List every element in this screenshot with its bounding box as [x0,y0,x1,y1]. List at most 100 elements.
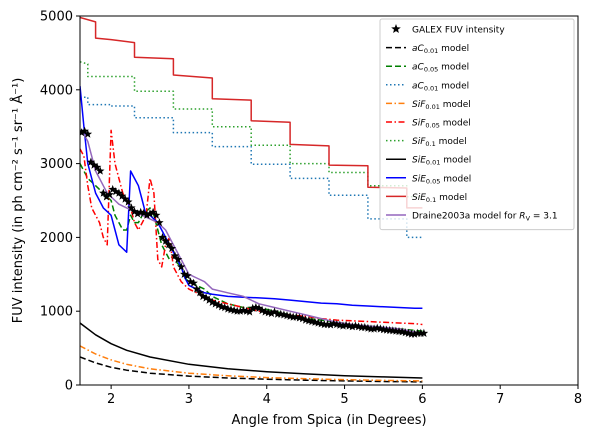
galex-point-90 [357,322,366,332]
x-tick-label: 6 [418,392,426,407]
axis-ticks: 2 3 4 5 6 7 8 0 1000 2000 3000 4000 5000 [40,10,582,408]
plot-content [80,16,429,383]
galex-point-55 [248,303,257,312]
y-tick-label: 2000 [40,231,73,246]
galex-point-108 [413,328,422,337]
series-4-line [80,345,423,382]
y-tick-label: 5000 [40,10,73,25]
galex-point-46 [220,303,229,312]
series-1-line [80,356,423,383]
legend-entry-5: SiF0.05 model [412,119,471,130]
galex-point-34 [183,271,192,280]
galex-point-107 [410,329,419,338]
galex-point-9 [105,190,114,199]
galex-point-30 [170,251,180,260]
galex-point-28 [164,240,173,249]
galex-point-84 [338,321,348,330]
galex-point-13 [117,191,127,200]
galex-point-35 [186,277,195,286]
series-6-line [80,61,423,198]
series-7-line [80,322,423,379]
galex-point-93 [366,324,376,333]
x-tick-label: 2 [107,392,115,407]
galex-point-31 [173,255,183,264]
galex-point-36 [189,278,198,287]
galex-point-57 [254,303,264,312]
legend-entry-1: aC0.01 model [412,44,469,55]
legend-entry-0: GALEX FUV intensity [412,26,505,36]
series-5-line [80,129,423,326]
galex-point-33 [180,269,189,278]
x-tick-label: 5 [340,392,348,407]
y-tick-label: 0 [65,379,73,394]
galex-point-16 [127,203,136,212]
galex-point-14 [120,194,130,203]
galex-point-94 [369,324,379,333]
galex-point-26 [158,232,167,241]
galex-point-41 [204,295,214,304]
legend-entry-2: aC0.05 model [412,63,469,74]
galex-point-6 [96,166,105,175]
series-3-line [80,96,423,239]
galex-point-21 [142,210,152,219]
y-tick-label: 1000 [40,305,73,320]
legend-entry-7: SiE0.01 model [412,156,471,167]
galex-point-4 [89,160,99,169]
legend-entry-10: Draine2003a model for RV = 3.1 [412,212,558,223]
galex-point-42 [208,297,217,306]
legend: GALEX FUV intensity aC0.01 model aC0.05 mo… [379,18,575,231]
galex-point-44 [214,300,223,309]
galex-point-7 [99,188,108,197]
galex-point-58 [257,306,267,315]
legend-star-marker [391,24,401,33]
galex-point-54 [245,307,254,316]
galex-point-51 [236,306,245,315]
galex-point-17 [130,207,139,216]
galex-point-3 [86,157,96,166]
galex-point-15 [124,197,133,206]
series-10-line [80,129,423,335]
legend-box [379,18,575,231]
galex-point-12 [114,188,124,197]
galex-point-18 [133,209,142,218]
galex-point-22 [145,209,155,218]
galex-point-109 [416,328,426,337]
y-tick-label: 3000 [40,157,73,172]
y-tick-label: 4000 [40,83,73,98]
galex-point-25 [155,218,164,227]
legend-entry-6: SiF0.1 model [412,137,467,148]
galex-point-10 [108,184,117,194]
x-tick-label: 4 [263,392,271,407]
plot-frame [79,15,579,386]
galex-point-11 [111,187,121,196]
galex-point-62 [270,307,279,316]
galex-point-39 [198,291,208,301]
galex-point-38 [195,288,205,297]
galex-point-32 [176,262,186,271]
x-tick-label: 8 [574,392,582,407]
galex-point-71 [298,314,307,323]
galex-point-5 [92,162,102,171]
galex-point-40 [201,293,211,302]
galex-point-61 [267,308,276,318]
galex-point-110 [419,328,429,337]
legend-entry-9: SiE0.1 model [412,193,467,204]
x-axis-label: Angle from Spica (in Degrees) [231,413,426,428]
galex-point-87 [348,322,357,331]
legend-entry-3: aC0.01 model [412,81,469,92]
legend-entry-8: SiE0.05 model [412,174,471,185]
x-tick-label: 3 [185,392,193,407]
galex-point-8 [102,192,111,201]
series-9-line [80,16,423,209]
galex-point-23 [148,207,158,216]
y-axis-label: FUV intensity (in ph cm⁻² s⁻¹ sr⁻¹ Å⁻¹) [10,78,26,324]
galex-point-24 [152,210,161,219]
galex-point-63 [273,309,282,318]
legend-entry-4: SiF0.01 model [412,100,471,111]
galex-point-37 [192,284,201,293]
galex-point-29 [167,244,177,253]
galex-point-43 [211,299,220,308]
x-tick-label: 7 [496,392,504,407]
galex-point-2 [83,129,93,138]
